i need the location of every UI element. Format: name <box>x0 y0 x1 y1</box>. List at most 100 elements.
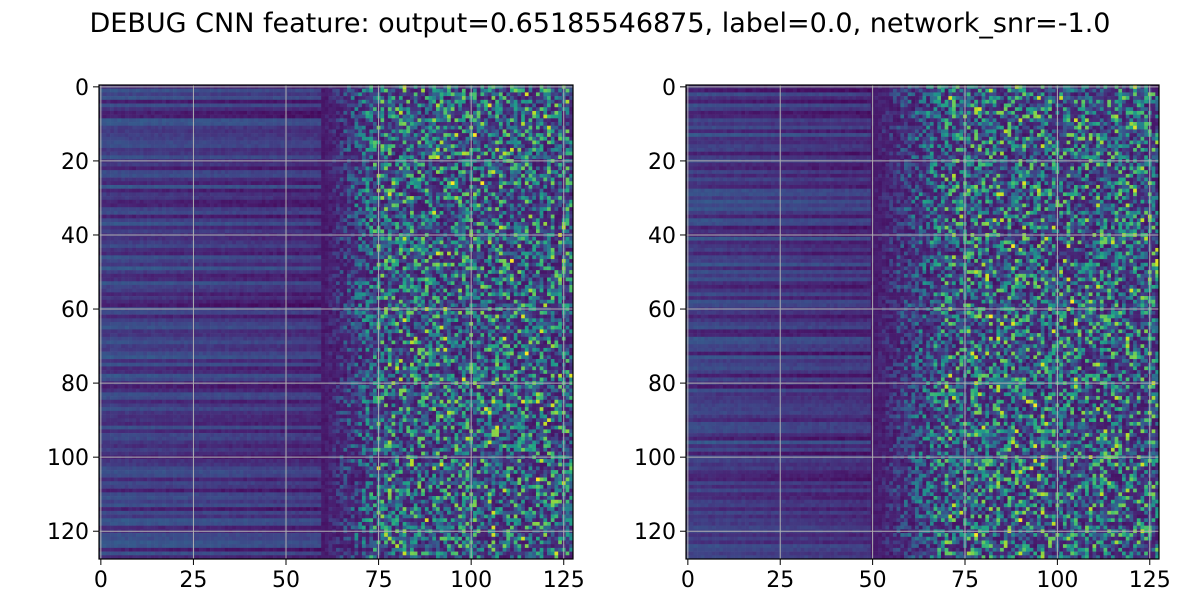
heatmap-cell <box>417 151 422 156</box>
heatmap-cell <box>187 110 192 115</box>
heatmap-cell <box>291 144 296 149</box>
heatmap-cell <box>487 140 492 145</box>
heatmap-cell <box>187 125 192 130</box>
heatmap-cell <box>361 203 366 208</box>
heatmap-cell <box>258 188 263 193</box>
heatmap-cell <box>332 140 337 145</box>
heatmap-cell <box>306 214 311 219</box>
heatmap-cell <box>524 144 529 149</box>
heatmap-cell <box>491 170 496 175</box>
heatmap-cell <box>332 151 337 156</box>
heatmap-cell <box>439 151 444 156</box>
heatmap-cell <box>261 99 266 104</box>
heatmap-cell <box>565 122 570 127</box>
heatmap-cell <box>435 107 440 112</box>
heatmap-cell <box>510 133 515 138</box>
heatmap-cell <box>247 225 252 230</box>
heatmap-cell <box>454 133 459 138</box>
heatmap-cell <box>124 192 129 197</box>
heatmap-cell <box>461 88 466 93</box>
heatmap-cell <box>150 170 155 175</box>
heatmap-cell <box>184 107 189 112</box>
heatmap-cell <box>354 118 359 123</box>
heatmap-cell <box>265 203 270 208</box>
heatmap-cell <box>121 129 126 134</box>
heatmap-cell <box>443 225 448 230</box>
heatmap-cell <box>373 162 378 167</box>
heatmap-cell <box>569 203 574 208</box>
heatmap-cell <box>113 210 118 215</box>
heatmap-cell <box>258 155 263 160</box>
heatmap-cell <box>384 184 389 189</box>
heatmap-cell <box>461 162 466 167</box>
heatmap-cell <box>406 166 411 171</box>
heatmap-cell <box>417 199 422 204</box>
heatmap-cell <box>273 225 278 230</box>
heatmap-cell <box>158 147 163 152</box>
heatmap-cell <box>206 173 211 178</box>
heatmap-cell <box>243 222 248 227</box>
heatmap-cell <box>402 210 407 215</box>
heatmap-cell <box>184 110 189 115</box>
heatmap-cell <box>236 88 241 93</box>
heatmap-cell <box>554 214 559 219</box>
heatmap-cell <box>484 225 489 230</box>
heatmap-cell <box>258 151 263 156</box>
heatmap-cell <box>476 122 481 127</box>
heatmap-cell <box>391 225 396 230</box>
heatmap-cell <box>328 170 333 175</box>
heatmap-cell <box>169 122 174 127</box>
heatmap-cell <box>535 214 540 219</box>
heatmap-cell <box>432 214 437 219</box>
heatmap-cell <box>269 192 274 197</box>
heatmap-cell <box>265 155 270 160</box>
heatmap-cell <box>317 196 322 201</box>
heatmap-cell <box>313 184 318 189</box>
heatmap-cell <box>128 140 133 145</box>
heatmap-cell <box>491 88 496 93</box>
heatmap-cell <box>350 118 355 123</box>
heatmap-cell <box>180 125 185 130</box>
heatmap-cell <box>473 177 478 182</box>
heatmap-cell <box>380 170 385 175</box>
heatmap-cell <box>217 214 222 219</box>
heatmap-cell <box>487 88 492 93</box>
heatmap-cell <box>332 181 337 186</box>
heatmap-cell <box>450 207 455 212</box>
heatmap-cell <box>261 210 266 215</box>
heatmap-cell <box>280 218 285 223</box>
heatmap-cell <box>254 173 259 178</box>
heatmap-cell <box>173 162 178 167</box>
heatmap-cell <box>510 122 515 127</box>
heatmap-cell <box>569 92 574 97</box>
heatmap-cell <box>217 125 222 130</box>
heatmap-cell <box>491 144 496 149</box>
heatmap-cell <box>147 107 152 112</box>
heatmap-cell <box>454 99 459 104</box>
heatmap-cell <box>502 122 507 127</box>
heatmap-cell <box>128 118 133 123</box>
heatmap-cell <box>169 92 174 97</box>
heatmap-cell <box>535 184 540 189</box>
heatmap-cell <box>550 133 555 138</box>
heatmap-cell <box>510 125 515 130</box>
heatmap-cell <box>369 173 374 178</box>
heatmap-cell <box>535 129 540 134</box>
heatmap-cell <box>435 166 440 171</box>
heatmap-cell <box>198 155 203 160</box>
heatmap-cell <box>391 125 396 130</box>
heatmap-cell <box>336 203 340 208</box>
heatmap-cell <box>124 199 129 204</box>
heatmap-cell <box>410 151 415 156</box>
heatmap-cell <box>224 136 229 141</box>
heatmap-cell <box>539 207 544 212</box>
heatmap-cell <box>517 107 522 112</box>
heatmap-cell <box>495 199 500 204</box>
heatmap-cell <box>213 170 218 175</box>
heatmap-cell <box>435 88 440 93</box>
heatmap-cell <box>487 214 492 219</box>
heatmap-cell <box>524 110 529 115</box>
heatmap-cell <box>365 88 370 93</box>
heatmap-cell <box>410 140 415 145</box>
heatmap-cell <box>161 103 166 108</box>
